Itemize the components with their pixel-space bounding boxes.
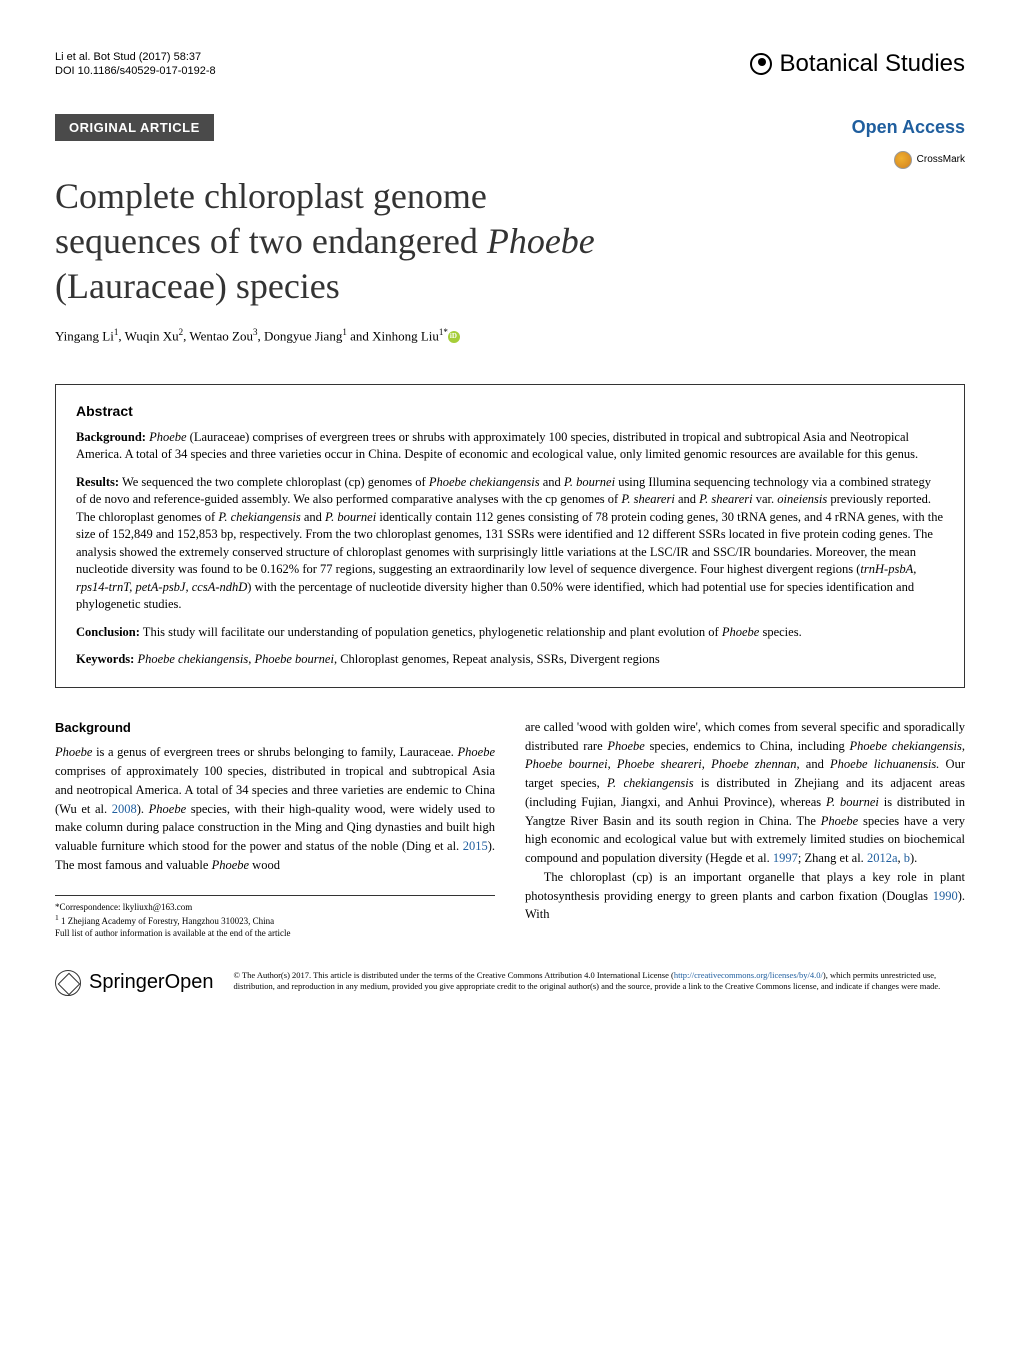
abstract-keywords: Keywords: Phoebe chekiangensis, Phoebe b… bbox=[76, 651, 944, 669]
affiliation-line: 1 1 Zhejiang Academy of Forestry, Hangzh… bbox=[55, 913, 495, 928]
abstract-results: Results: We sequenced the two complete c… bbox=[76, 474, 944, 614]
footer-row: SpringerOpen © The Author(s) 2017. This … bbox=[55, 970, 965, 996]
citation-doi: DOI 10.1186/s40529-017-0192-8 bbox=[55, 64, 216, 78]
left-column: Background Phoebe is a genus of evergree… bbox=[55, 718, 495, 940]
authors-list: Yingang Li1, Wuqin Xu2, Wentao Zou3, Don… bbox=[55, 327, 965, 344]
ref-link[interactable]: 1997 bbox=[773, 851, 798, 865]
page-header: Li et al. Bot Stud (2017) 58:37 DOI 10.1… bbox=[55, 50, 965, 79]
crossmark-badge[interactable]: CrossMark bbox=[894, 151, 965, 169]
background-heading: Background bbox=[55, 718, 495, 738]
correspondence-block: *Correspondence: lkyliuxh@163.com 1 1 Zh… bbox=[55, 895, 495, 940]
citation-line1: Li et al. Bot Stud (2017) 58:37 bbox=[55, 50, 216, 64]
orcid-icon[interactable] bbox=[448, 331, 460, 343]
abstract-conclusion: Conclusion: This study will facilitate o… bbox=[76, 624, 944, 642]
right-column: are called 'wood with golden wire', whic… bbox=[525, 718, 965, 940]
citation-block: Li et al. Bot Stud (2017) 58:37 DOI 10.1… bbox=[55, 50, 216, 79]
license-link[interactable]: http://creativecommons.org/licenses/by/4… bbox=[674, 970, 823, 980]
springer-open-logo: SpringerOpen bbox=[55, 970, 214, 996]
ref-link[interactable]: 2015 bbox=[463, 839, 488, 853]
abstract-background: Background: Phoebe (Lauraceae) comprises… bbox=[76, 429, 944, 464]
abstract-box: Abstract Background: Phoebe (Lauraceae) … bbox=[55, 384, 965, 688]
body-paragraph-right-2: The chloroplast (cp) is an important org… bbox=[525, 868, 965, 924]
ref-link[interactable]: 2012a bbox=[867, 851, 898, 865]
springer-icon bbox=[55, 970, 81, 996]
journal-logo: Botanical Studies bbox=[750, 50, 965, 78]
open-access-label: Open Access bbox=[852, 117, 965, 138]
full-list-note: Full list of author information is avail… bbox=[55, 928, 495, 940]
article-title: Complete chloroplast genome sequences of… bbox=[55, 174, 965, 309]
ref-link[interactable]: 2008 bbox=[112, 802, 137, 816]
correspondence-email: *Correspondence: lkyliuxh@163.com bbox=[55, 902, 495, 914]
page-container: Li et al. Bot Stud (2017) 58:37 DOI 10.1… bbox=[0, 0, 1020, 1036]
body-content: Background Phoebe is a genus of evergree… bbox=[55, 718, 965, 940]
body-paragraph-left: Phoebe is a genus of evergreen trees or … bbox=[55, 743, 495, 874]
crossmark-icon bbox=[894, 151, 912, 169]
abstract-heading: Abstract bbox=[76, 403, 944, 419]
journal-name: Botanical Studies bbox=[780, 50, 965, 78]
crossmark-row: CrossMark bbox=[55, 151, 965, 169]
journal-logo-icon bbox=[750, 53, 772, 75]
ref-link[interactable]: 1990 bbox=[933, 889, 958, 903]
license-text: © The Author(s) 2017. This article is di… bbox=[234, 970, 965, 992]
article-type-row: ORIGINAL ARTICLE Open Access bbox=[55, 114, 965, 141]
crossmark-label: CrossMark bbox=[917, 154, 965, 165]
article-type-badge: ORIGINAL ARTICLE bbox=[55, 114, 214, 141]
body-paragraph-right-1: are called 'wood with golden wire', whic… bbox=[525, 718, 965, 868]
